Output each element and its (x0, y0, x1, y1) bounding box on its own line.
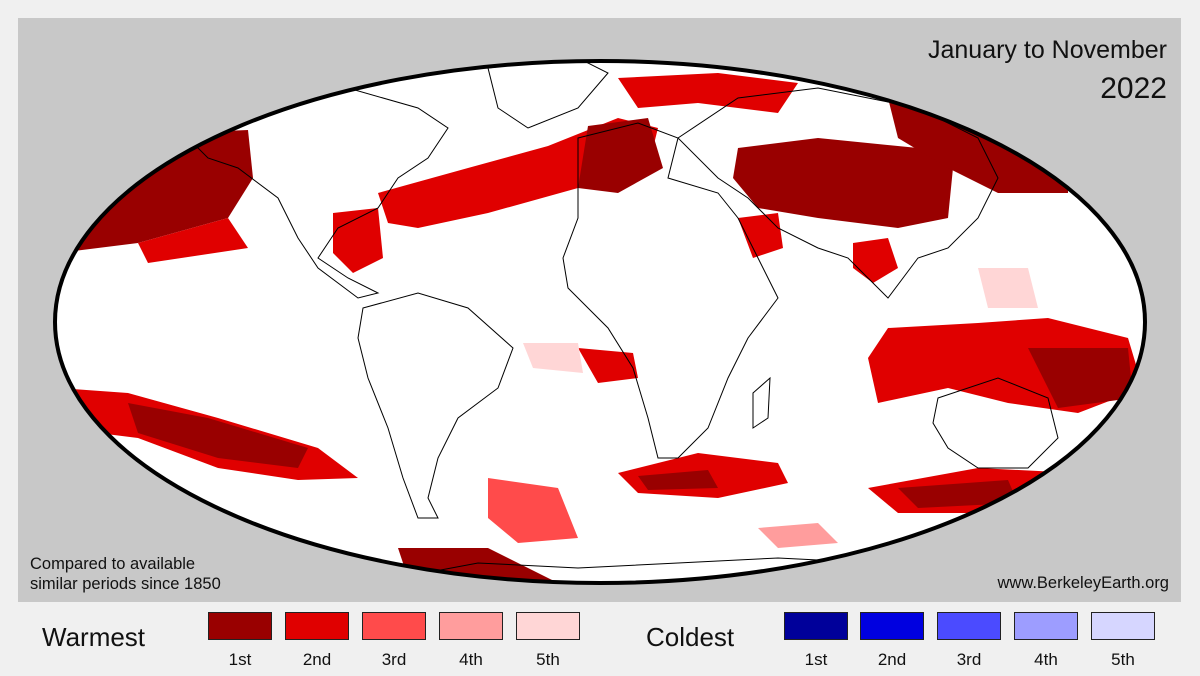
south-america-outline (357, 292, 514, 519)
region-south-atlantic (578, 348, 638, 383)
legend-coldest: Coldest 1st 2nd 3rd 4th 5th (600, 612, 1200, 672)
map-panel: January to November 2022 Compared to ava… (18, 18, 1181, 602)
legend-cold-swatch-1 (784, 612, 848, 640)
legend-warm-rank-2: 2nd (302, 650, 332, 669)
legend-cold-swatch-4 (1014, 612, 1078, 640)
region-southern-ocean (488, 478, 578, 543)
legend-warm-rank-5: 5th (536, 650, 560, 669)
world-map (53, 59, 1147, 585)
region-north-asia (888, 98, 1068, 193)
region-south-indian-core (638, 470, 718, 490)
legend-warm-rank-4: 4th (459, 650, 483, 669)
region-south-atlantic-pale (523, 343, 583, 373)
region-tasman-core (898, 480, 1018, 508)
legend-cold-rank-2: 2nd (877, 650, 907, 669)
region-arctic-russia (618, 73, 798, 113)
legend-warmest-label: Warmest (42, 622, 146, 652)
legend-warm-swatch-2 (285, 612, 349, 640)
region-central-asia (733, 138, 953, 228)
legend-cold-rank-1: 1st (804, 650, 828, 669)
australia-outline (932, 377, 1059, 469)
comparison-note-line1: Compared to available (30, 555, 196, 573)
region-india (853, 238, 898, 283)
globe-border (53, 59, 1147, 585)
comparison-note-line2: similar periods since 1850 (30, 575, 221, 593)
antarctica-outline (397, 557, 879, 583)
legend-cold-rank-4: 4th (1034, 650, 1058, 669)
region-middle-east (738, 213, 783, 258)
legend-warm-swatch-5 (516, 612, 580, 640)
region-north-pacific-edge (138, 218, 248, 263)
region-europe (578, 118, 663, 193)
continent-outlines (187, 61, 1059, 583)
region-pale-1 (978, 268, 1038, 308)
region-south-pacific-core (128, 403, 308, 468)
legend-cold-swatch-3 (937, 612, 1001, 640)
map-title-period: January to November (927, 36, 1167, 64)
region-antarctic-peninsula (398, 548, 578, 583)
map-title-year: 2022 (1100, 72, 1167, 105)
region-pale-2 (758, 523, 838, 548)
legend-warm-swatch-3 (362, 612, 426, 640)
region-coral-sea (1028, 348, 1133, 408)
legend-warmest: Warmest 1st 2nd 3rd 4th 5th (0, 612, 600, 672)
comparison-note: Compared to available similar periods si… (30, 554, 221, 594)
north-america-outline (187, 87, 449, 299)
legend-cold-swatch-2 (860, 612, 924, 640)
europe-africa-outline (562, 122, 779, 459)
legend-warm-swatch-4 (439, 612, 503, 640)
legend-warm-swatch-1 (208, 612, 272, 640)
legend-warm-rank-3: 3rd (381, 650, 407, 669)
anomaly-layer (58, 73, 1143, 583)
legend-coldest-label: Coldest (646, 622, 735, 652)
legend-warm-rank-1: 1st (228, 650, 252, 669)
legend-cold-swatch-5 (1091, 612, 1155, 640)
legend-cold-rank-5: 5th (1111, 650, 1135, 669)
credit-url: www.BerkeleyEarth.org (997, 574, 1170, 592)
madagascar-outline (752, 376, 771, 429)
greenland-outline (487, 61, 609, 129)
legend-cold-rank-3: 3rd (956, 650, 982, 669)
